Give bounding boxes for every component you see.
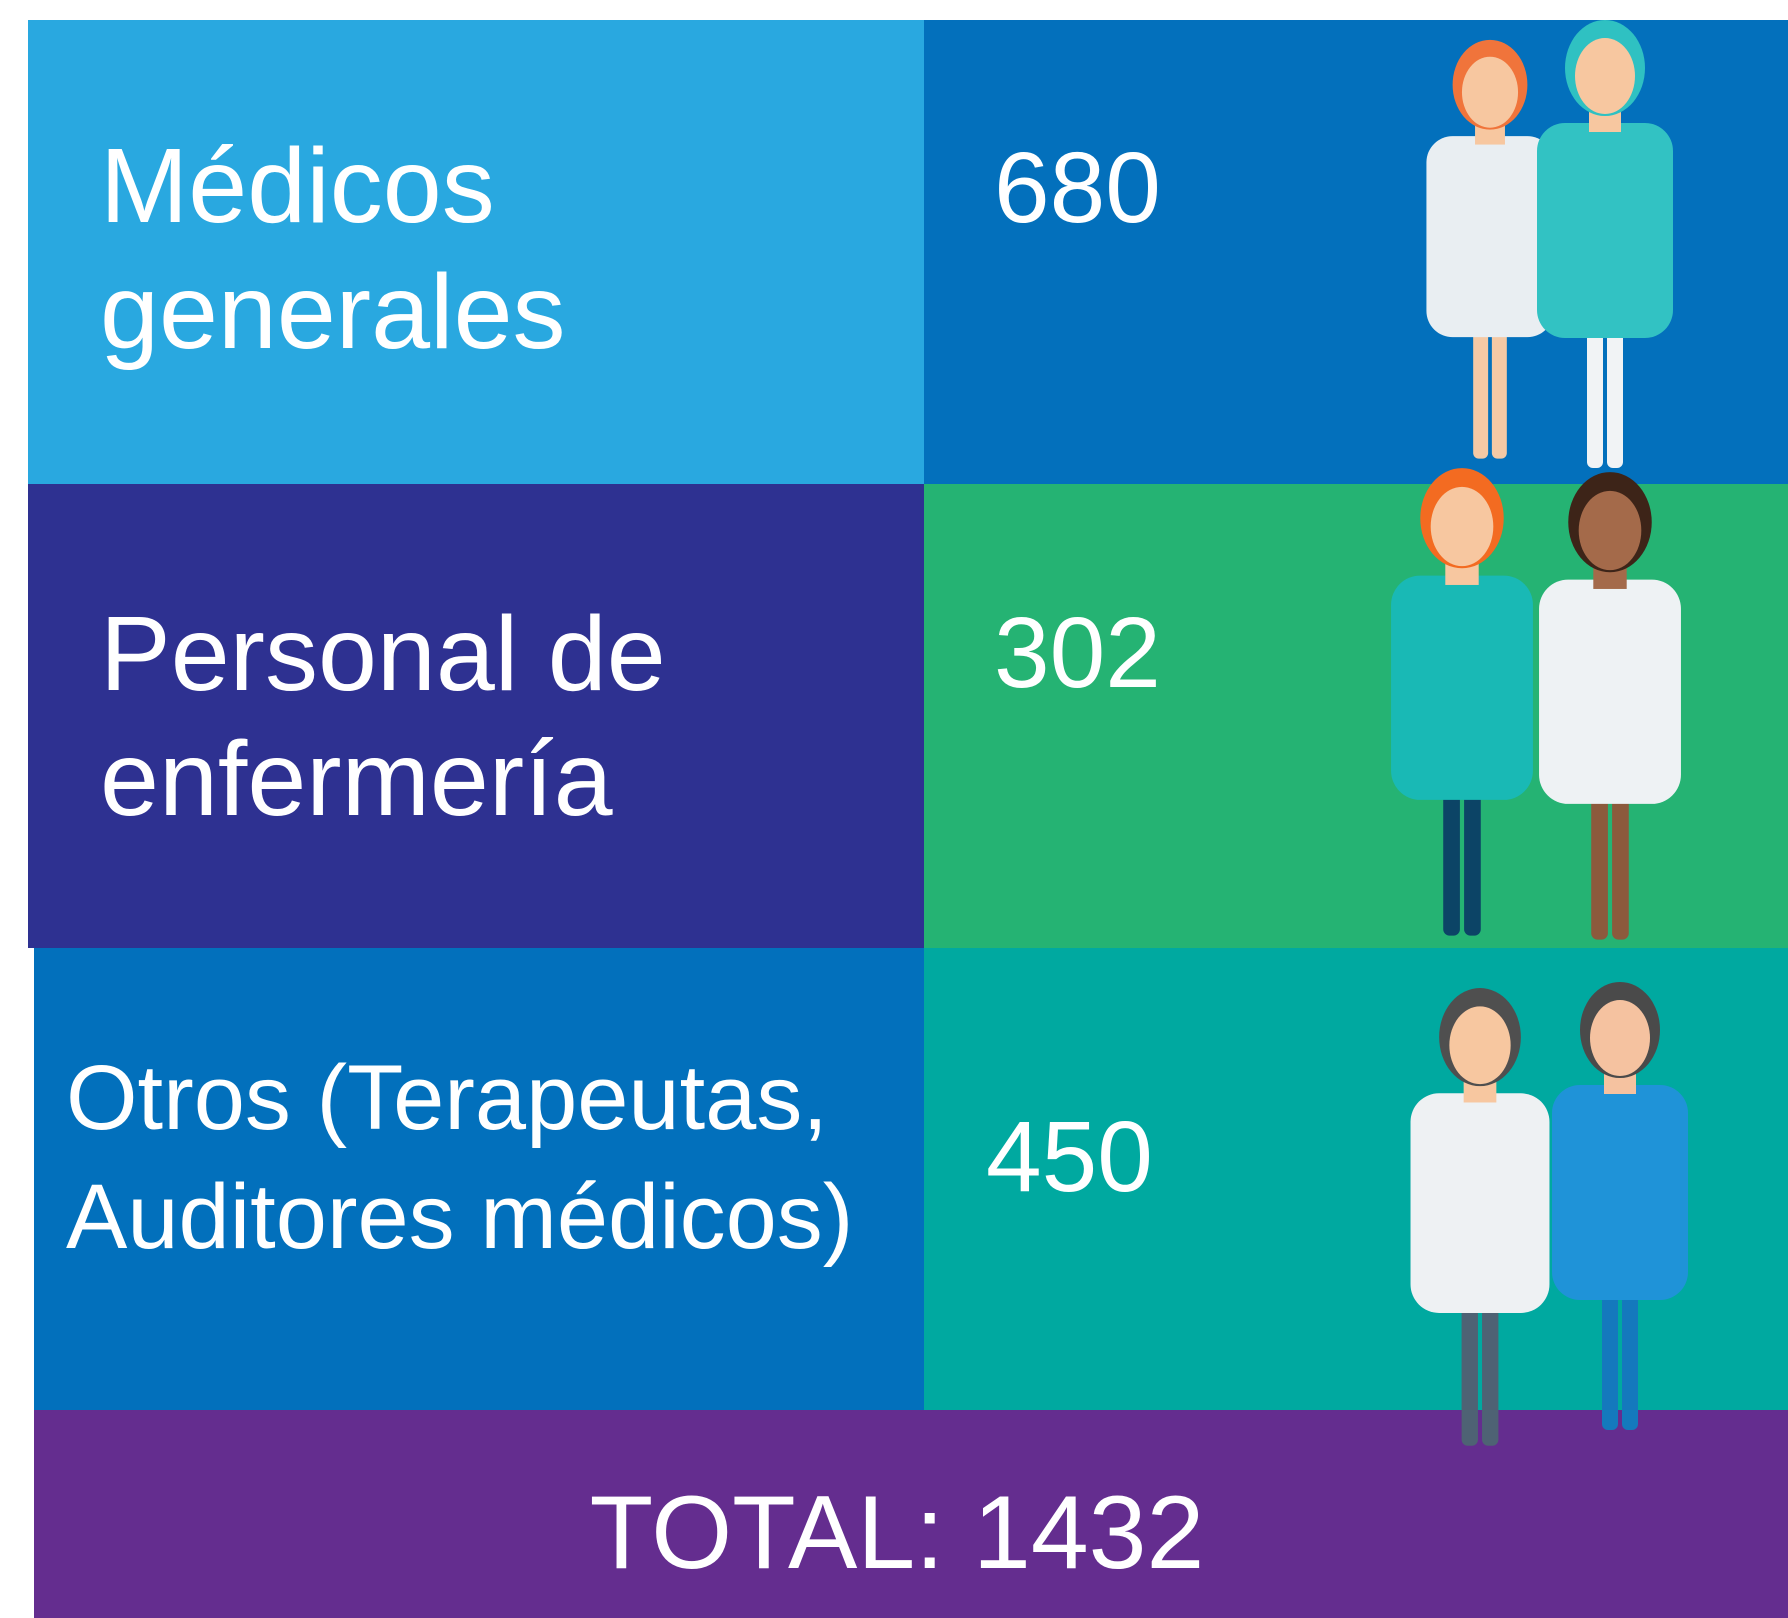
- row-label: Personal de: [100, 595, 666, 713]
- row-value: 450: [986, 1101, 1153, 1213]
- row-label: Otros (Terapeutas,: [66, 1047, 828, 1149]
- person-part: [1426, 136, 1553, 337]
- person-part: [1411, 1093, 1550, 1313]
- person-part: [1607, 318, 1623, 468]
- person-part: [1579, 491, 1642, 570]
- person-part: [1391, 576, 1533, 800]
- illustrations: [1391, 20, 1688, 1446]
- person-part: [1587, 318, 1603, 468]
- person-part: [1575, 38, 1635, 114]
- person-part: [1443, 779, 1460, 936]
- person-part: [1482, 1293, 1498, 1446]
- person-part: [1612, 783, 1629, 940]
- person-part: [1462, 57, 1518, 128]
- person-part: [1462, 1293, 1478, 1446]
- person-part: [1537, 123, 1673, 338]
- person-part: [1464, 779, 1481, 936]
- row-value: 680: [994, 132, 1161, 244]
- row-value: 302: [994, 597, 1161, 709]
- person-part: [1591, 783, 1608, 940]
- row-label-cell: [28, 484, 924, 948]
- person-part: [1431, 487, 1494, 566]
- total: TOTAL: 1432: [590, 1475, 1205, 1591]
- person-part: [1492, 318, 1507, 458]
- row-label: generales: [100, 253, 566, 371]
- person-part: [1449, 1006, 1510, 1084]
- person-part: [1473, 318, 1488, 458]
- person-part: [1590, 1000, 1650, 1076]
- person-part: [1539, 580, 1681, 804]
- row-label: enfermería: [100, 720, 613, 838]
- person-part: [1602, 1280, 1618, 1430]
- row-label-cell: [28, 20, 924, 484]
- person-part: [1552, 1085, 1688, 1300]
- infographic: Médicos generales 680 Personal de enferm…: [0, 0, 1788, 1618]
- row-label: Auditores médicos): [66, 1166, 853, 1268]
- person-part: [1622, 1280, 1638, 1430]
- row-label: Médicos: [100, 127, 495, 245]
